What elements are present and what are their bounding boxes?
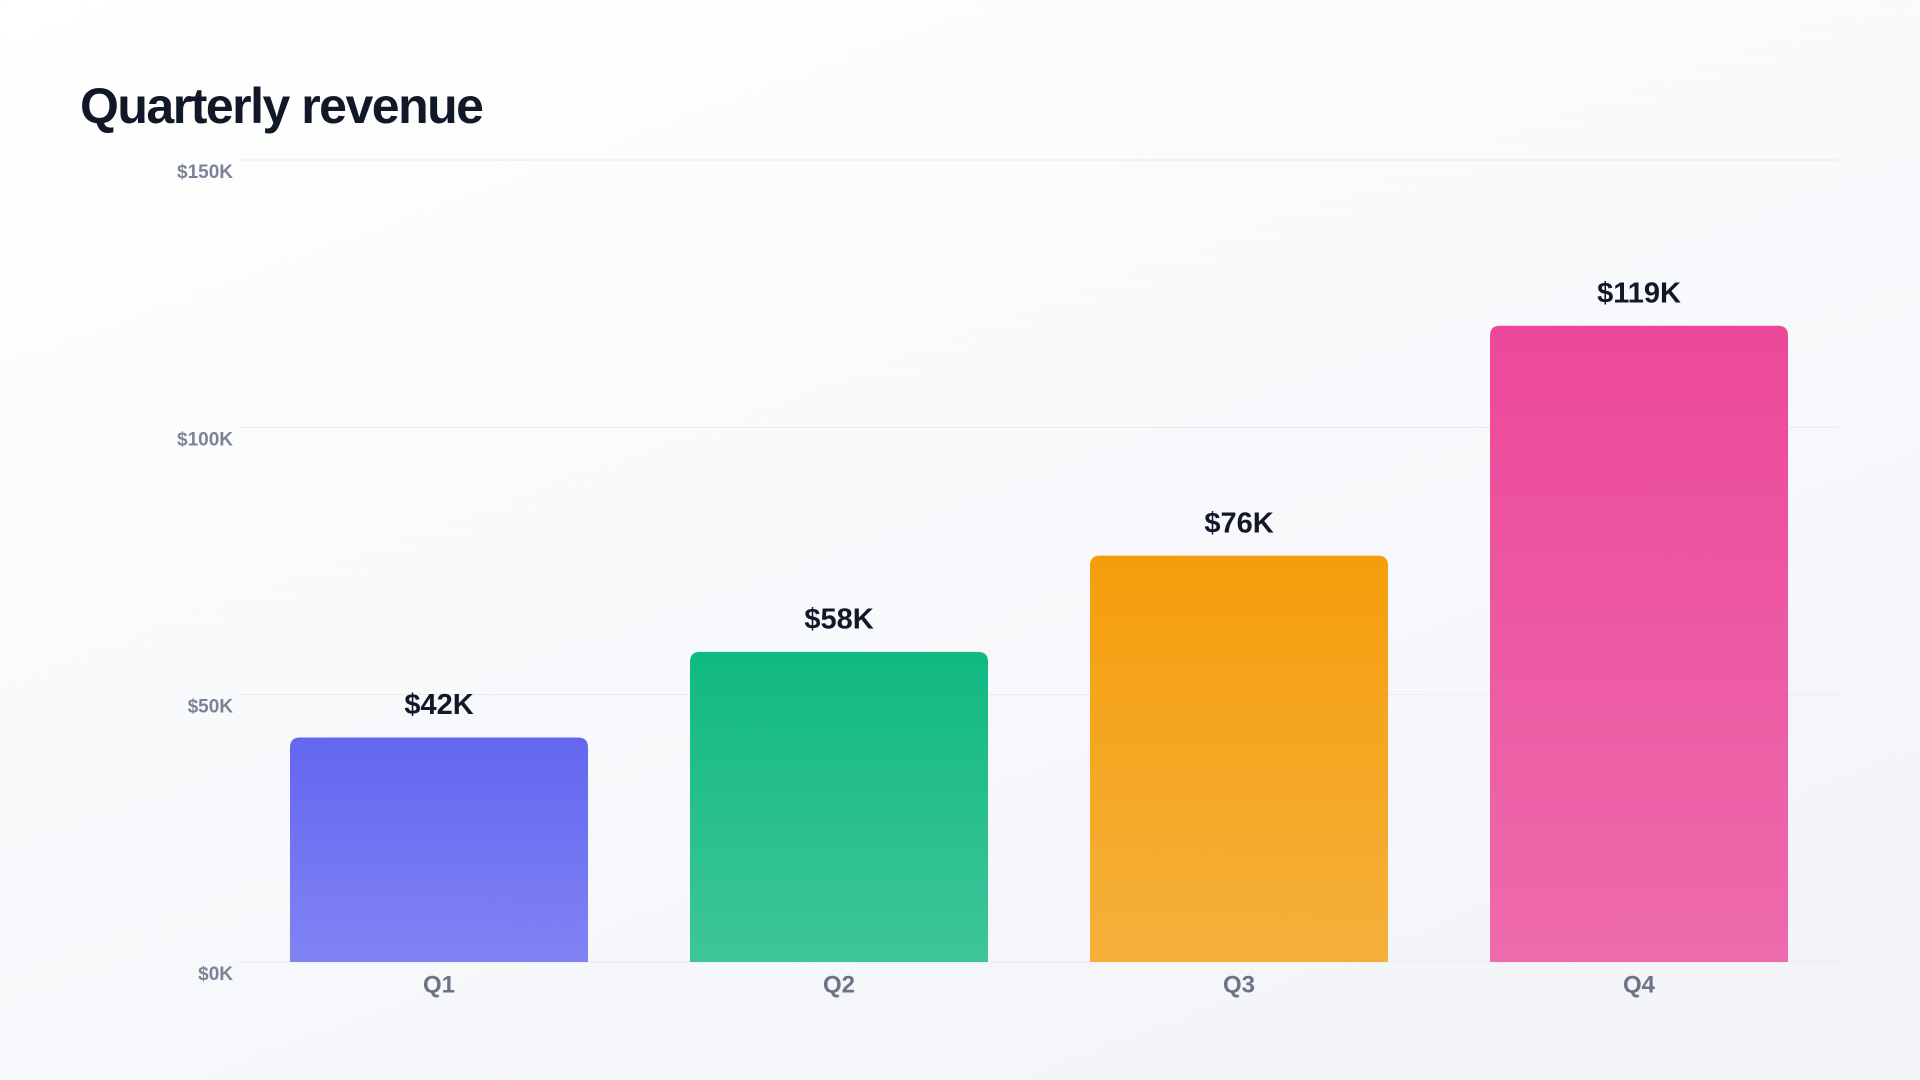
x-tick-label: Q4 — [1623, 971, 1656, 998]
value-label: $119K — [1597, 277, 1681, 309]
y-tick-label: $0K — [198, 964, 233, 985]
value-label: $42K — [404, 689, 473, 721]
bar — [1090, 555, 1388, 962]
y-tick-label: $50K — [188, 697, 234, 718]
bar — [290, 737, 588, 962]
bar — [690, 651, 988, 962]
y-tick-label: $100K — [177, 429, 233, 450]
chart-title: Quarterly revenue — [80, 78, 483, 134]
value-label: $76K — [1204, 507, 1273, 539]
y-tick-label: $150K — [177, 162, 233, 183]
x-tick-label: Q1 — [423, 971, 455, 998]
bar — [1490, 325, 1788, 962]
value-label: $58K — [804, 604, 873, 636]
x-tick-label: Q2 — [823, 971, 855, 998]
x-tick-label: Q3 — [1223, 971, 1255, 998]
